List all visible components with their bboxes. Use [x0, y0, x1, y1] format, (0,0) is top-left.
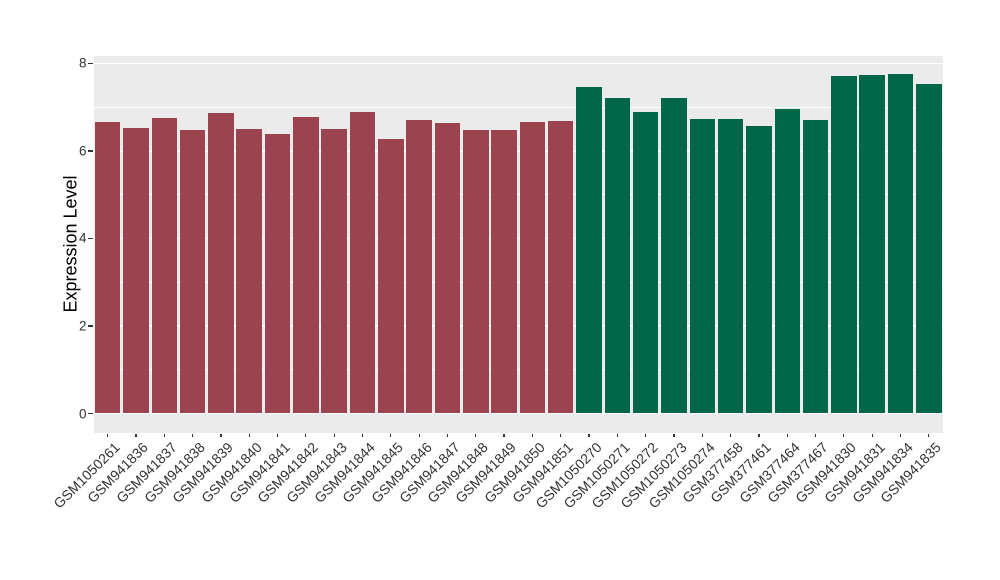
bar-GSM941842	[293, 117, 319, 414]
bar-GSM941844	[349, 111, 376, 414]
x-tick-mark	[730, 433, 732, 437]
bar-GSM1050273	[661, 97, 687, 414]
gridline-major	[93, 62, 943, 65]
x-tick-mark	[673, 433, 675, 437]
bar-GSM941830	[831, 75, 857, 414]
bar-GSM941848	[463, 130, 489, 414]
y-tick-mark	[88, 325, 93, 327]
x-tick-mark	[135, 433, 137, 437]
y-tick-label: 4	[78, 230, 87, 246]
x-tick-mark	[390, 433, 392, 437]
x-tick-mark	[871, 433, 873, 437]
gridline-major	[93, 412, 943, 415]
bar-GSM941837	[151, 118, 178, 414]
bar-GSM941841	[264, 133, 291, 414]
bar-GSM941835	[916, 84, 942, 414]
gridline-minor	[93, 369, 943, 371]
x-tick-mark	[475, 433, 477, 437]
bar-GSM941838	[179, 130, 206, 414]
gridline-minor	[93, 194, 943, 196]
x-tick-mark	[418, 433, 420, 437]
x-tick-mark	[560, 433, 562, 437]
y-tick-mark	[88, 412, 93, 415]
x-tick-mark	[276, 433, 279, 437]
y-tick-mark	[88, 62, 93, 64]
gridline-minor	[93, 281, 943, 283]
x-tick-mark	[616, 433, 618, 437]
x-tick-mark	[758, 433, 760, 437]
x-tick-mark	[928, 433, 930, 437]
x-tick-mark	[843, 433, 845, 437]
bar-GSM377464	[774, 109, 800, 414]
y-tick-label: 0	[78, 406, 87, 421]
x-tick-mark	[503, 433, 505, 437]
x-tick-mark	[163, 433, 165, 437]
bar-GSM941834	[887, 73, 914, 414]
x-tick-mark	[248, 433, 250, 437]
x-tick-mark	[446, 433, 449, 437]
bar-GSM941851	[547, 120, 574, 414]
bar-GSM941839	[208, 113, 234, 414]
bar-GSM377458	[717, 119, 744, 414]
bar-GSM941846	[406, 120, 432, 414]
bar-GSM377461	[746, 126, 772, 414]
gridline-major	[93, 150, 943, 152]
bar-GSM377467	[802, 120, 829, 414]
bar-GSM1050272	[632, 111, 659, 414]
bar-GSM941840	[236, 129, 262, 414]
bar-GSM941850	[519, 121, 546, 414]
bar-GSM941845	[378, 138, 404, 414]
y-tick-mark	[88, 150, 93, 152]
x-tick-mark	[899, 433, 902, 437]
y-tick-label: 6	[78, 143, 87, 159]
bar-GSM941836	[123, 128, 149, 414]
x-tick-mark	[305, 433, 307, 437]
gridline-minor	[93, 106, 943, 108]
x-tick-mark	[701, 433, 703, 437]
bar-GSM941847	[434, 122, 461, 414]
x-tick-mark	[220, 433, 222, 437]
bar-GSM1050271	[604, 97, 631, 414]
bar-GSM941843	[321, 128, 347, 414]
plot-panel	[93, 56, 943, 433]
x-tick-mark	[531, 433, 533, 437]
bar-GSM1050270	[576, 87, 602, 414]
x-tick-mark	[192, 433, 194, 437]
y-tick-label: 8	[78, 55, 87, 71]
bar-GSM941849	[491, 130, 517, 414]
bar-GSM1050261	[94, 122, 121, 414]
y-tick-mark	[88, 237, 93, 240]
x-tick-mark	[814, 433, 817, 437]
x-tick-mark	[645, 433, 647, 437]
gridline-major	[93, 237, 943, 240]
x-tick-mark	[333, 433, 335, 437]
bar-GSM941831	[859, 75, 885, 414]
x-tick-mark	[361, 433, 364, 437]
x-tick-mark	[588, 433, 590, 437]
y-tick-label: 2	[78, 318, 87, 334]
bar-GSM1050274	[689, 119, 716, 414]
x-tick-mark	[786, 433, 788, 437]
gridline-major	[93, 325, 943, 327]
x-tick-mark	[107, 433, 109, 437]
